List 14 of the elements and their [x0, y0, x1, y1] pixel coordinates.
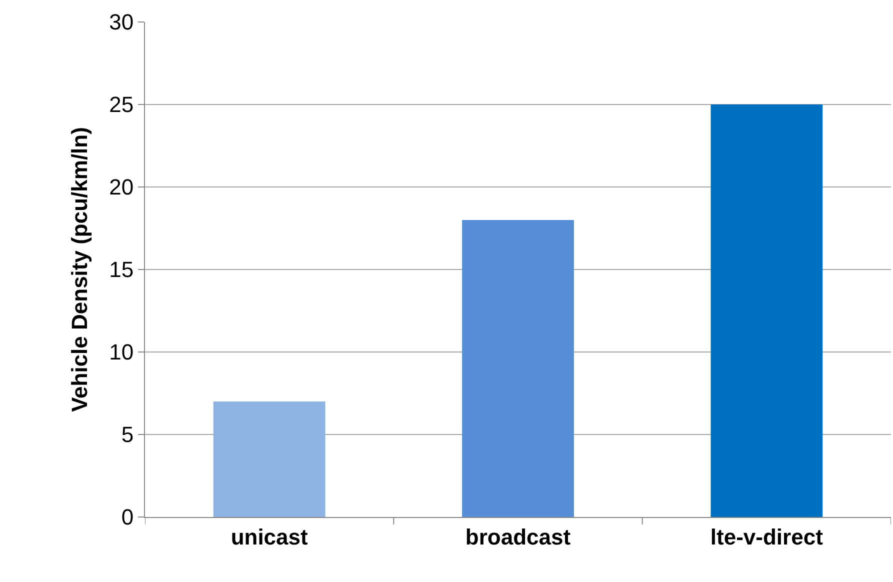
y-tick-label: 5 — [121, 422, 134, 448]
bar — [213, 402, 326, 517]
y-tick-label: 10 — [109, 340, 134, 365]
bar — [462, 220, 574, 517]
x-tick-label: unicast — [230, 524, 309, 550]
y-tick-label: 30 — [109, 10, 134, 35]
y-tick-label: 20 — [109, 174, 134, 200]
y-axis-title: Vehicle Density (pcu/km/ln) — [66, 127, 92, 412]
x-tick-label: broadcast — [465, 524, 572, 550]
y-tick-label: 15 — [109, 257, 134, 282]
bar — [710, 104, 823, 517]
y-tick-label: 25 — [109, 92, 134, 118]
x-tick-label: lte-v-direct — [710, 524, 824, 550]
y-tick-label: 0 — [121, 504, 134, 530]
